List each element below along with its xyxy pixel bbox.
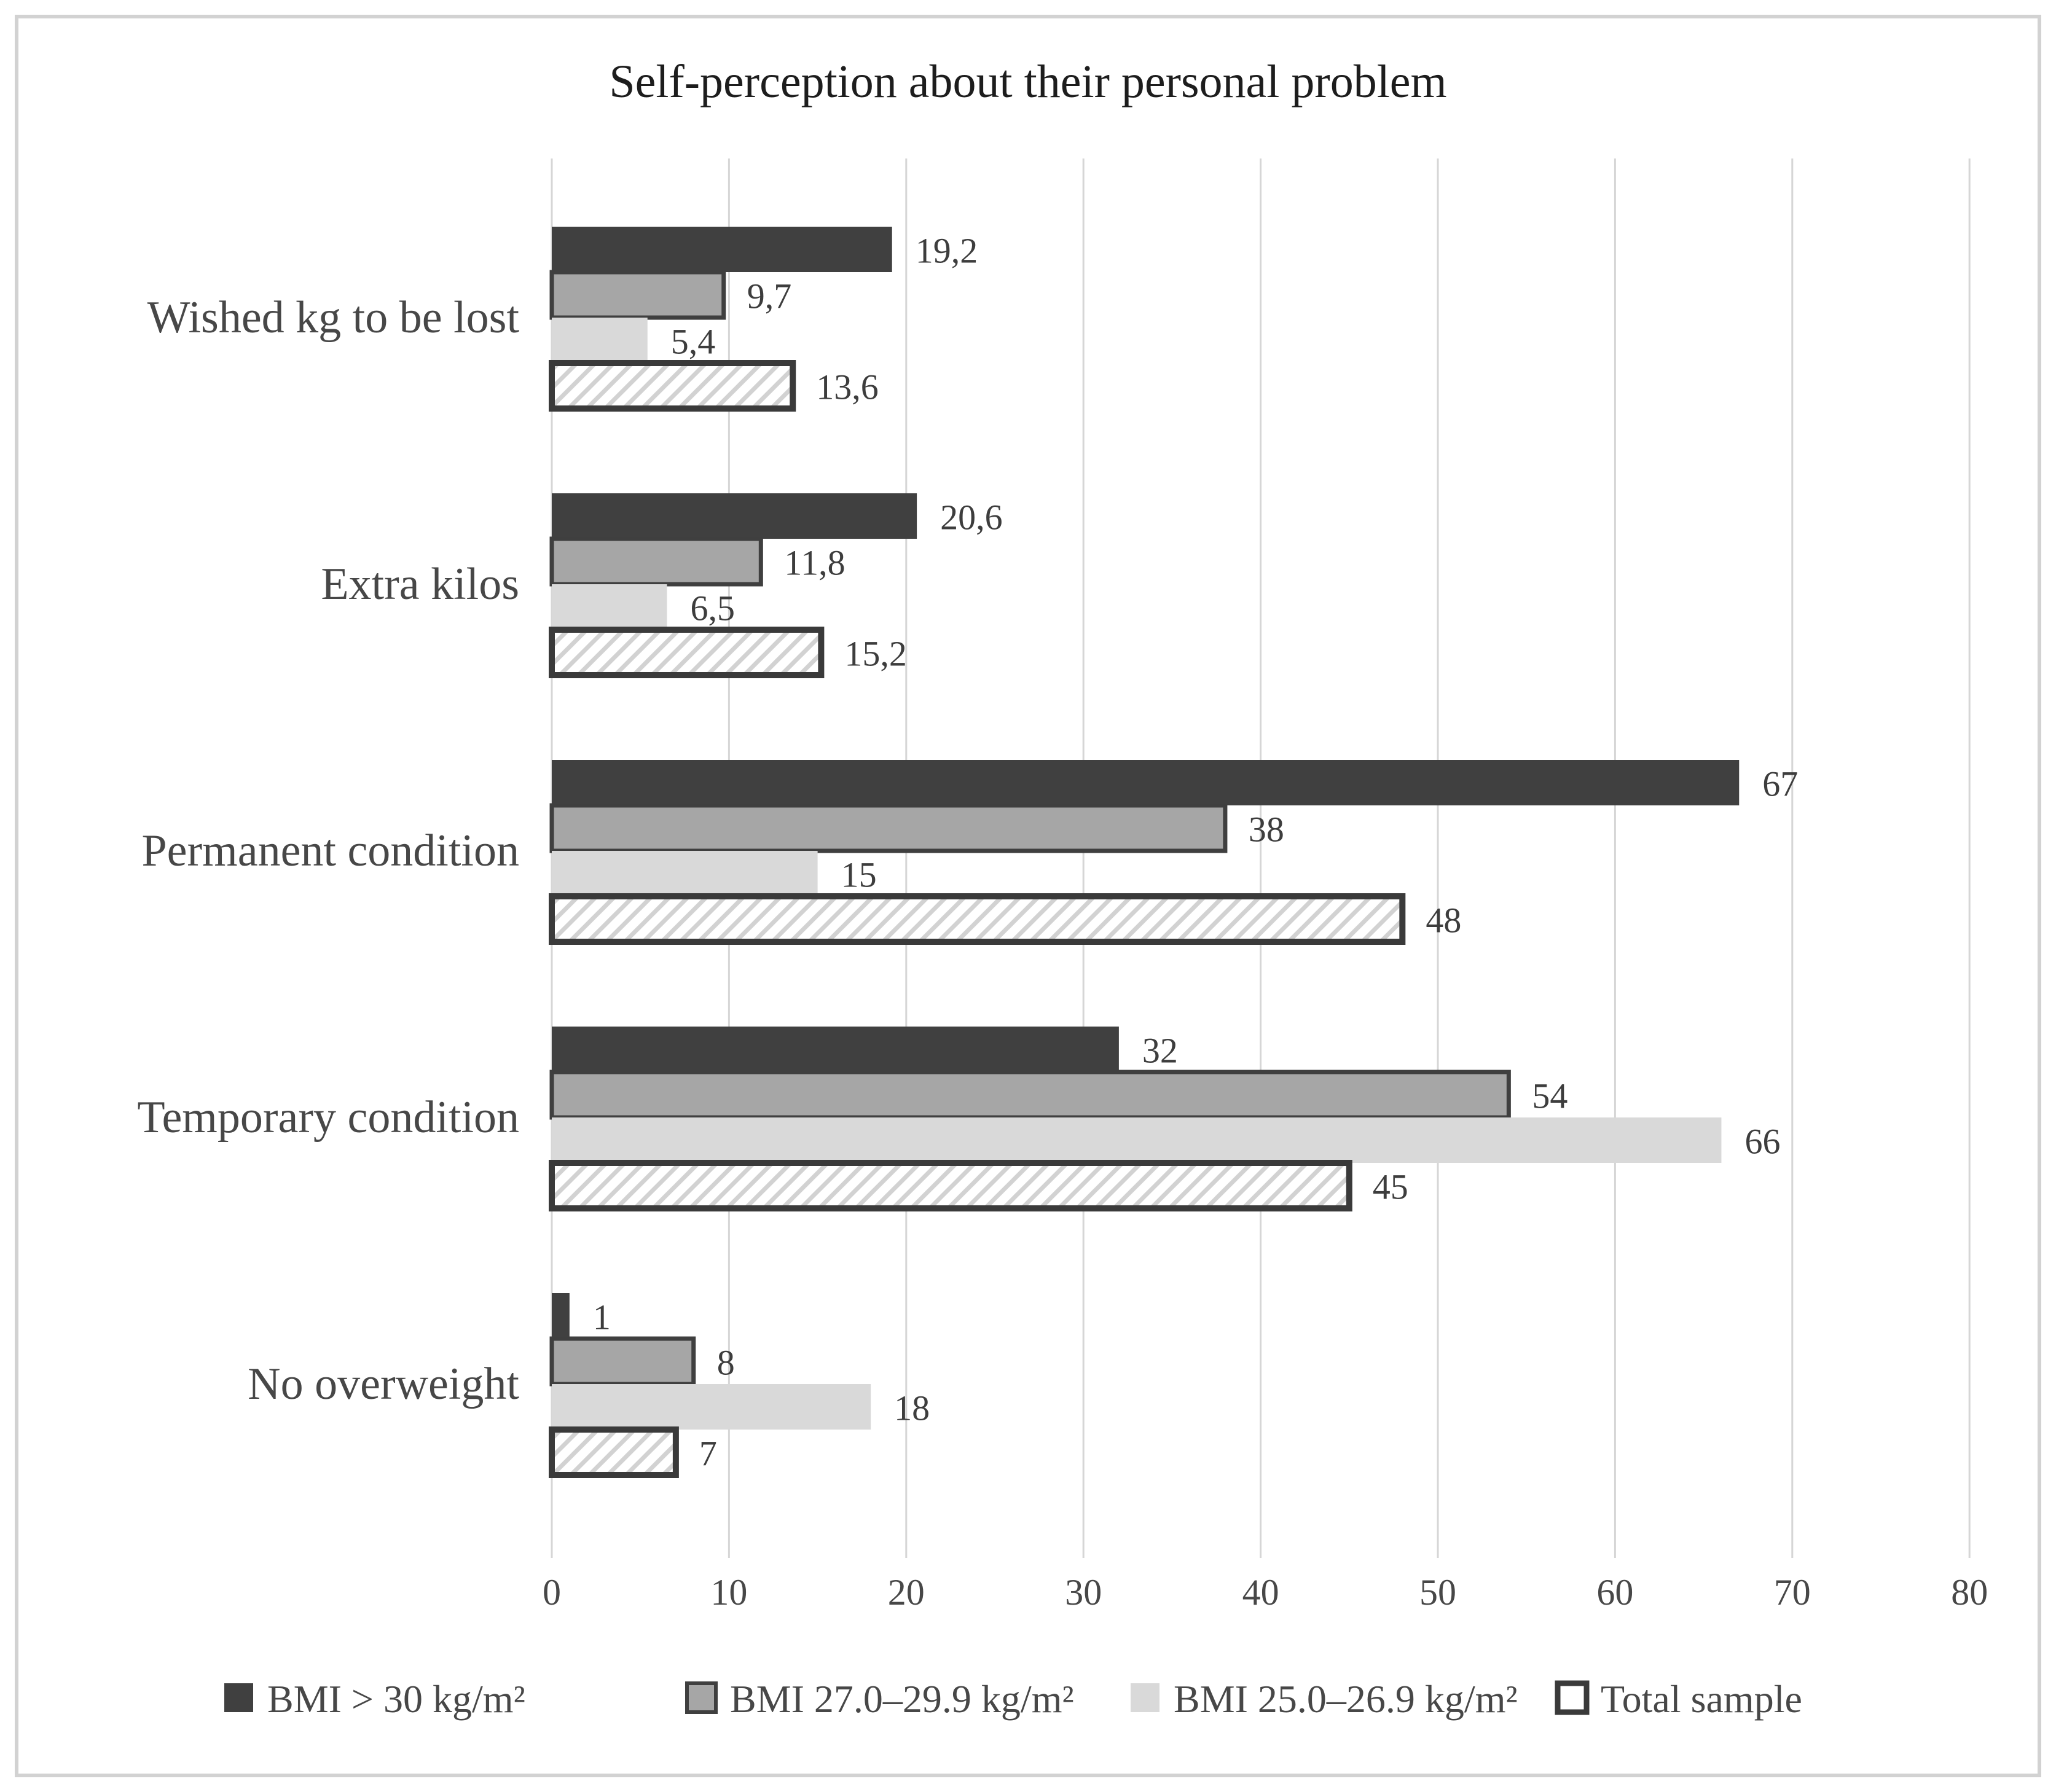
bar — [552, 760, 1740, 805]
bar-value-label: 9,7 — [747, 276, 792, 316]
bar-value-label: 38 — [1249, 810, 1284, 850]
bar-value-label: 54 — [1532, 1076, 1568, 1116]
bar — [549, 893, 1406, 945]
bar — [549, 627, 825, 678]
bar — [549, 803, 1228, 853]
bar-value-label: 8 — [717, 1343, 735, 1383]
bar-group: 67 38 15 48 Permanent condition — [142, 760, 1798, 945]
legend-label: Total sample — [1601, 1677, 1802, 1721]
bar — [552, 1027, 1119, 1072]
legend-swatch — [1131, 1683, 1159, 1712]
bar — [552, 851, 818, 896]
bar — [549, 1426, 679, 1478]
bar-value-label: 45 — [1373, 1167, 1408, 1207]
legend-item: Total sample — [1555, 1677, 1802, 1721]
legend-swatch — [1555, 1680, 1590, 1715]
bar — [552, 318, 648, 363]
axis-tick-label: 0 — [543, 1572, 561, 1613]
axis-tick-label: 40 — [1242, 1572, 1279, 1613]
bar — [552, 1117, 1722, 1163]
bar-value-label: 13,6 — [816, 367, 879, 407]
bar — [552, 493, 917, 539]
bar-value-label: 5,4 — [671, 322, 716, 362]
bar-value-label: 67 — [1762, 764, 1798, 804]
legend-item: BMI 27.0–29.9 kg/m² — [685, 1677, 1074, 1721]
bar-value-label: 1 — [593, 1297, 611, 1337]
category-label: Permanent condition — [142, 826, 519, 876]
bar — [549, 1336, 696, 1387]
bar-value-label: 15,2 — [844, 634, 907, 674]
bar-group: 32 54 66 45 Temporary condition — [137, 1027, 1780, 1211]
bar-value-label: 19,2 — [916, 231, 978, 271]
legend-item: BMI 25.0–26.9 kg/m² — [1131, 1677, 1518, 1721]
axis-tick-label: 20 — [888, 1572, 925, 1613]
bar-value-label: 32 — [1142, 1031, 1178, 1071]
legend-swatch — [685, 1681, 718, 1714]
category-label: Temporary condition — [137, 1092, 519, 1143]
bar — [549, 270, 726, 320]
category-label: Extra kilos — [321, 559, 519, 609]
bar-group: 20,6 11,8 6,5 15,2 Extra kilos — [321, 493, 1003, 678]
legend-label: BMI > 30 kg/m² — [267, 1677, 525, 1721]
axis-tick-label: 50 — [1419, 1572, 1456, 1613]
axis-tick-label: 80 — [1951, 1572, 1988, 1613]
bar-value-label: 11,8 — [784, 543, 845, 583]
axis-tick-label: 30 — [1065, 1572, 1102, 1613]
legend-label: BMI 25.0–26.9 kg/m² — [1174, 1677, 1518, 1721]
bar-group: 19,2 9,7 5,4 13,6 Wished kg to be lost — [147, 227, 978, 412]
bar — [552, 584, 667, 630]
bar — [549, 536, 763, 587]
bar-value-label: 7 — [699, 1434, 717, 1474]
bar-value-label: 66 — [1744, 1122, 1780, 1162]
legend-swatch — [224, 1683, 253, 1712]
bar — [549, 1070, 1511, 1120]
bar-value-label: 18 — [894, 1388, 930, 1428]
bar — [549, 360, 796, 412]
bar — [552, 227, 892, 272]
bar-value-label: 48 — [1426, 901, 1461, 941]
bar-value-label: 6,5 — [690, 589, 735, 628]
legend-label: BMI 27.0–29.9 kg/m² — [730, 1677, 1074, 1721]
category-label: Wished kg to be lost — [147, 292, 520, 343]
bar — [549, 1160, 1352, 1211]
bar-value-label: 20,6 — [940, 498, 1003, 538]
legend-item: BMI > 30 kg/m² — [224, 1677, 525, 1721]
category-label: No overweight — [248, 1359, 519, 1409]
bar — [552, 1293, 570, 1339]
axis-tick-label: 70 — [1774, 1572, 1811, 1613]
axis-tick-label: 60 — [1596, 1572, 1633, 1613]
bar-value-label: 15 — [841, 855, 877, 895]
chart-title: Self-perception about their personal pro… — [609, 56, 1447, 108]
axis-tick-label: 10 — [710, 1572, 747, 1613]
bar — [552, 1384, 871, 1430]
